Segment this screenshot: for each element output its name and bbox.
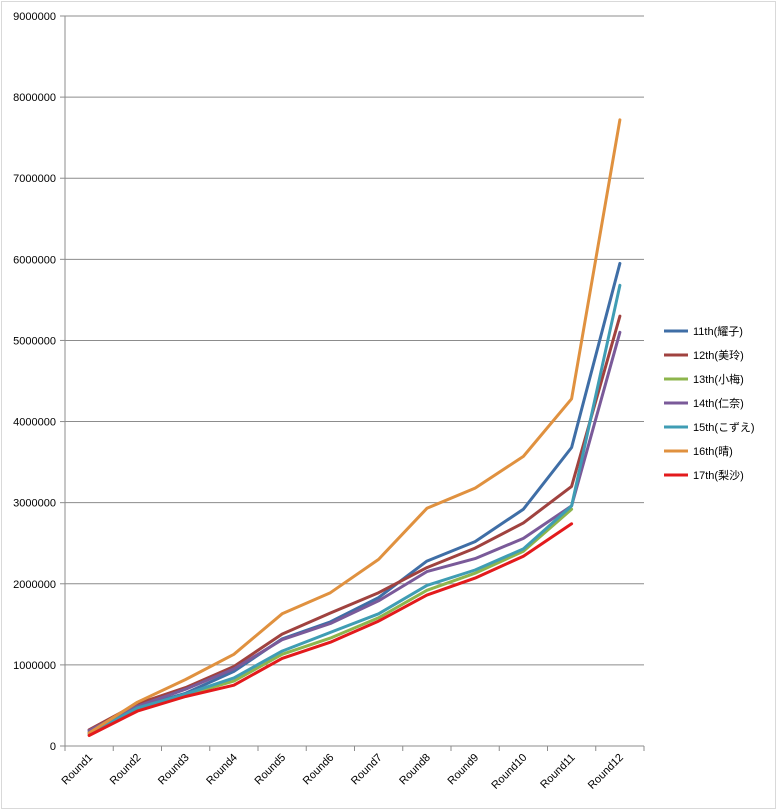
x-tick-label: Round1 <box>60 752 96 788</box>
series-line-4 <box>87 330 622 733</box>
x-tick-label: Round10 <box>489 752 529 792</box>
y-tick-label: 9000000 <box>13 11 56 23</box>
legend-label: 12th(美玲) <box>693 349 744 362</box>
legend-label: 17th(梨沙) <box>693 468 744 482</box>
axes <box>60 15 645 751</box>
y-tick-label: 4000000 <box>13 417 56 429</box>
x-tick-label: Round12 <box>586 752 626 792</box>
x-tick-label: Round2 <box>108 752 144 788</box>
y-tick-label: 0 <box>50 741 56 753</box>
series-lines <box>87 118 622 737</box>
y-tick-label: 8000000 <box>13 92 56 104</box>
x-tick-label: Round6 <box>301 752 337 788</box>
y-tick-label: 5000000 <box>13 335 56 347</box>
gridlines <box>65 15 644 666</box>
x-tick-label: Round4 <box>204 752 240 788</box>
y-tick-label: 3000000 <box>13 498 56 510</box>
x-tick-label: Round3 <box>156 752 192 788</box>
legend-label: 16th(晴) <box>693 445 733 458</box>
series-line-7 <box>87 522 574 737</box>
legend: 11th(耀子) 12th(美玲) 13th(小梅) 14th(仁奈) 15th(こずえ… <box>664 325 755 482</box>
legend-label: 15th(こずえ) <box>693 421 755 434</box>
x-tick-label: Round8 <box>397 752 433 788</box>
y-tick-label: 2000000 <box>13 579 56 591</box>
legend-label: 11th(耀子) <box>693 325 743 338</box>
series-line-6 <box>87 118 622 735</box>
x-tick-label: Round11 <box>538 752 577 791</box>
y-tick-labels: 0 1000000 2000000 3000000 4000000 5000000 6000… <box>13 11 56 753</box>
y-tick-label: 1000000 <box>13 660 56 672</box>
series-line-1 <box>87 261 622 734</box>
x-tick-label: Round9 <box>446 752 482 788</box>
x-tick-label: Round7 <box>349 752 385 788</box>
y-tick-label: 7000000 <box>13 173 56 185</box>
legend-label: 13th(小梅) <box>693 372 744 386</box>
legend-label: 14th(仁奈) <box>693 396 744 410</box>
series-line-5 <box>87 283 622 736</box>
x-tick-label: Round5 <box>253 752 289 788</box>
x-tick-labels: Round1 Round2 Round3 Round4 Round5 Round6 Roun… <box>60 752 626 792</box>
series-line-2 <box>87 314 622 732</box>
y-tick-label: 6000000 <box>13 254 56 266</box>
